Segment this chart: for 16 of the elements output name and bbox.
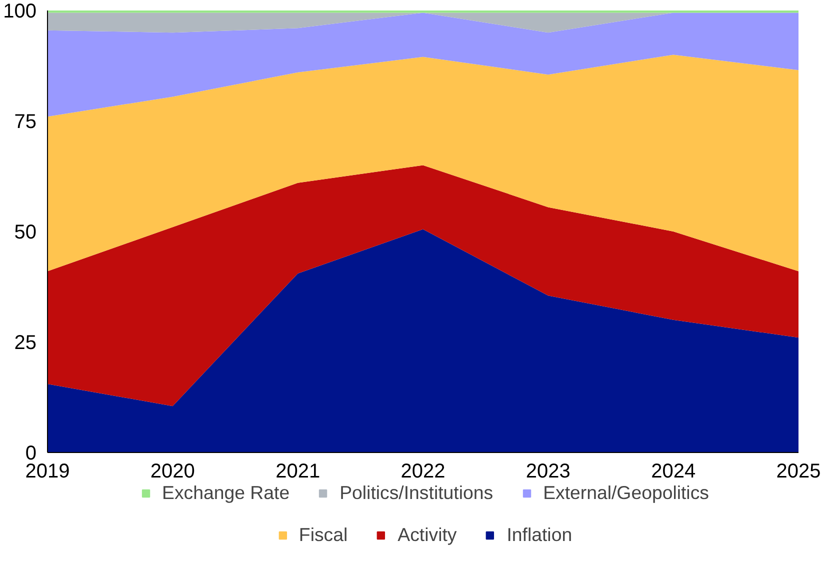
y-tick-label: 100 — [3, 0, 37, 22]
y-tick-label: 75 — [14, 111, 37, 133]
x-tick-label: 2023 — [526, 460, 570, 482]
legend-label: Inflation — [506, 524, 572, 546]
legend-label: Activity — [398, 524, 457, 546]
legend-label: Exchange Rate — [162, 482, 290, 504]
y-tick-label: 25 — [14, 332, 37, 354]
x-tick-label: 2020 — [150, 460, 195, 482]
y-tick-label: 50 — [14, 222, 37, 244]
legend-label: External/Geopolitics — [543, 482, 709, 504]
x-tick-label: 2025 — [776, 460, 821, 482]
legend-label: Politics/Institutions — [340, 482, 494, 504]
x-tick-label: 2021 — [276, 460, 320, 482]
x-tick-label: 2024 — [651, 460, 696, 482]
x-tick-label: 2022 — [400, 460, 446, 482]
legend-label: Fiscal — [298, 524, 348, 546]
